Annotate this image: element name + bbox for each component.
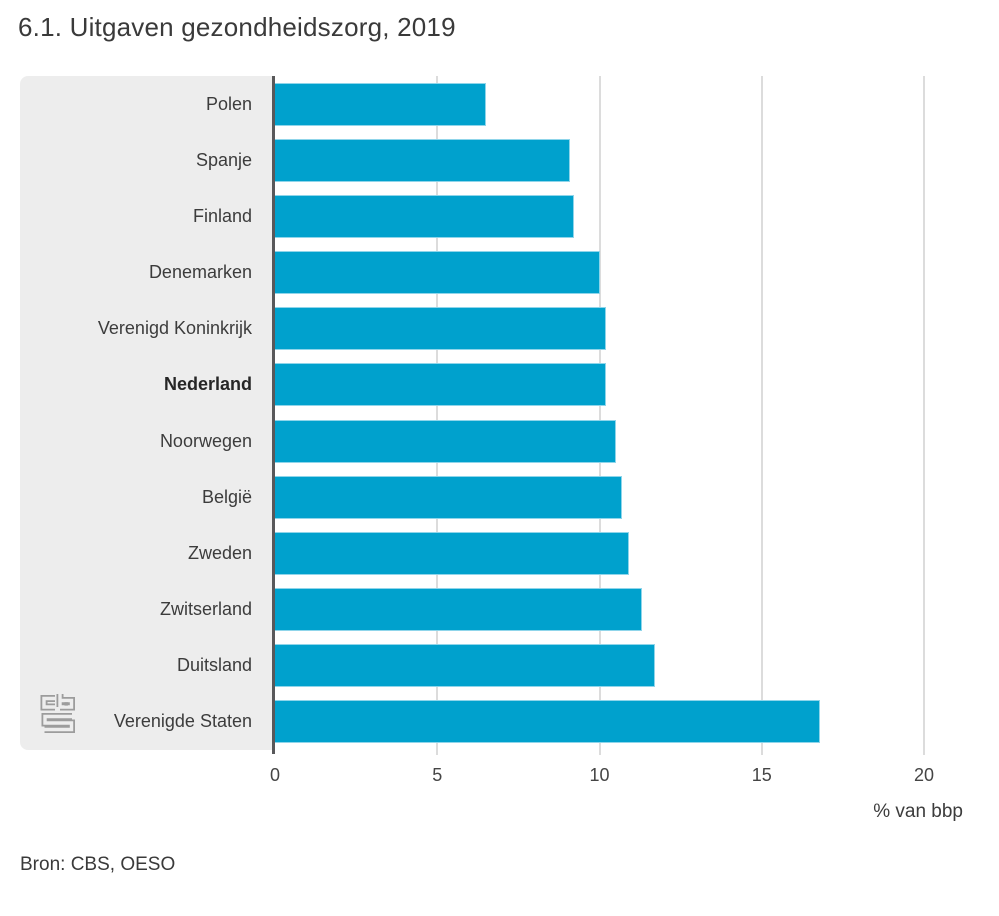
bar-row (275, 694, 963, 750)
category-label: Nederland (163, 374, 252, 395)
bar-row (275, 132, 963, 188)
bar-row (275, 245, 963, 301)
category-label: Finland (192, 205, 252, 226)
bar (275, 475, 623, 519)
bar-row (275, 357, 963, 413)
category-label: Zweden (187, 542, 252, 563)
bar-row (275, 469, 963, 525)
bar (275, 251, 600, 295)
bar (275, 82, 486, 126)
bar-row (275, 413, 963, 469)
bar (275, 644, 655, 688)
bar-row (275, 525, 963, 581)
category-label: Denemarken (148, 262, 252, 283)
bar (275, 700, 821, 744)
bar (275, 307, 607, 351)
category-label: Spanje (195, 149, 252, 170)
bar (275, 138, 571, 182)
bar (275, 531, 629, 575)
x-axis: 0 5 10 15 20 (270, 764, 963, 788)
gridline (436, 76, 439, 755)
bar (275, 194, 574, 238)
bar-row (275, 76, 963, 132)
bars (275, 76, 963, 750)
bar (275, 588, 642, 632)
x-tick-label: 10 (589, 765, 610, 785)
bar-row (275, 582, 963, 638)
category-label: Duitsland (176, 655, 252, 676)
x-tick-label: 15 (751, 765, 772, 785)
page-title: 6.1. Uitgaven gezondheidszorg, 2019 (18, 12, 456, 42)
category-label: Polen (205, 93, 252, 114)
category-label: Noorwegen (159, 430, 252, 451)
gridline (923, 76, 926, 755)
gridline (760, 76, 763, 755)
plot-area (272, 76, 963, 755)
bar-row (275, 638, 963, 694)
category-panel (20, 76, 272, 750)
x-tick-label: 20 (914, 765, 935, 785)
gridline (598, 76, 601, 755)
category-label: Verenigd Koninkrijk (97, 318, 252, 339)
x-tick-label: 5 (432, 765, 443, 785)
x-axis-label: % van bbp (873, 801, 963, 822)
cbs-logo (40, 694, 75, 733)
x-tick-label: 0 (269, 765, 281, 785)
bar-row (275, 188, 963, 244)
bar-chart: Polen Spanje Finland Denemarken Verenigd Kon… (20, 76, 963, 755)
source-note: Bron: CBS, OESO (20, 854, 176, 875)
category-label: Verenigde Staten (113, 711, 252, 732)
category-labels: Polen Spanje Finland Denemarken Verenigd Kon… (20, 76, 272, 750)
bar (275, 419, 616, 463)
y-axis-line (272, 76, 275, 754)
category-label: België (201, 486, 252, 507)
bar-row (275, 301, 963, 357)
bar (275, 363, 607, 407)
category-label: Zwitserland (159, 599, 252, 620)
